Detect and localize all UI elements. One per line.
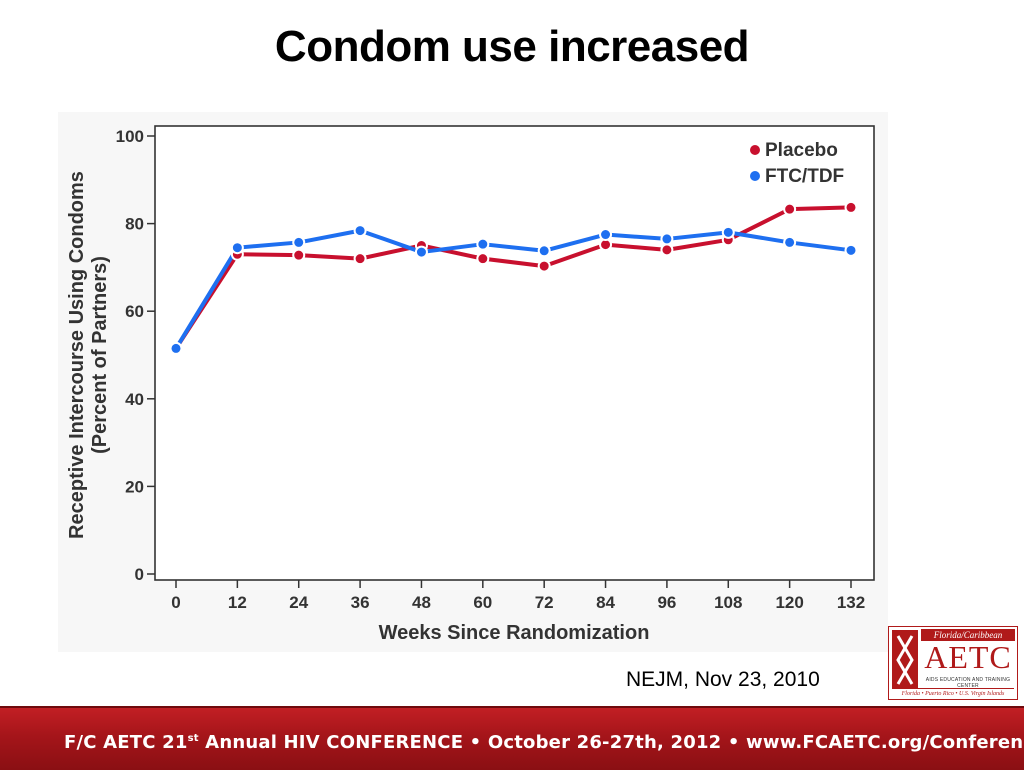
data-point-ftc-tdf xyxy=(537,244,551,258)
logo-name: AETC xyxy=(924,639,1012,675)
data-point-placebo xyxy=(353,252,367,266)
x-axis: 0 12 24 36 48 60 72 84 96 108 120 132 xyxy=(171,580,865,612)
data-point-ftc-tdf xyxy=(721,225,735,239)
y-tick-label: 100 xyxy=(116,127,144,146)
data-point-ftc-tdf xyxy=(353,224,367,238)
y-tick-label: 80 xyxy=(125,215,144,234)
data-point-ftc-tdf xyxy=(169,341,183,355)
data-point-placebo xyxy=(476,252,490,266)
data-point-placebo xyxy=(537,259,551,273)
citation: NEJM, Nov 23, 2010 xyxy=(626,668,820,691)
x-tick-label: 120 xyxy=(775,593,803,612)
x-tick-label: 0 xyxy=(171,593,180,612)
y-axis: 0 20 40 60 80 100 xyxy=(116,127,155,584)
x-tick-label: 132 xyxy=(837,593,865,612)
aetc-logo: Florida/Caribbean AETC AIDS EDUCATION AN… xyxy=(888,626,1018,700)
series-line-ftc-tdf xyxy=(174,228,852,350)
y-tick-label: 60 xyxy=(125,302,144,321)
data-point-placebo xyxy=(844,200,858,214)
logo-places: Florida • Puerto Rico • U.S. Virgin Isla… xyxy=(892,688,1014,699)
x-tick-label: 48 xyxy=(412,593,431,612)
x-tick-label: 12 xyxy=(228,593,247,612)
legend-marker-placebo xyxy=(750,145,760,155)
data-point-ftc-tdf xyxy=(476,237,490,251)
y-tick-label: 20 xyxy=(125,477,144,496)
x-tick-label: 24 xyxy=(289,593,308,612)
x-tick-label: 60 xyxy=(473,593,492,612)
logo-subtitle: AIDS EDUCATION AND TRAINING CENTER xyxy=(925,677,1011,689)
data-point-ftc-tdf xyxy=(783,235,797,249)
data-point-placebo xyxy=(783,202,797,216)
footer-banner: F/C AETC 21st Annual HIV CONFERENCE • Oc… xyxy=(0,706,1024,770)
data-point-ftc-tdf xyxy=(599,228,613,242)
legend-label-placebo: Placebo xyxy=(765,140,838,161)
footer-text: F/C AETC 21st Annual HIV CONFERENCE • Oc… xyxy=(64,732,1024,753)
data-point-placebo xyxy=(292,248,306,262)
legend-label-ftc-tdf: FTC/TDF xyxy=(765,166,844,187)
legend: Placebo FTC/TDF xyxy=(750,140,844,187)
aetc-emblem-icon xyxy=(892,630,918,688)
y-tick-label: 40 xyxy=(125,390,144,409)
legend-marker-ftc-tdf xyxy=(750,171,760,181)
y-tick-label: 0 xyxy=(135,565,144,584)
footer-text-part1: F/C AETC 21 xyxy=(64,732,188,753)
x-tick-label: 36 xyxy=(351,593,370,612)
data-point-ftc-tdf xyxy=(844,243,858,257)
y-axis-label-units: (Percent of Partners) xyxy=(89,256,111,454)
y-axis-label: Receptive Intercourse Using Condoms xyxy=(66,171,88,539)
footer-text-sup: st xyxy=(187,733,199,744)
x-tick-label: 108 xyxy=(714,593,742,612)
data-point-ftc-tdf xyxy=(660,232,674,246)
x-tick-label: 96 xyxy=(657,593,676,612)
logo-region: Florida/Caribbean xyxy=(921,629,1015,641)
data-point-placebo xyxy=(660,243,674,257)
x-axis-label: Weeks Since Randomization xyxy=(379,622,650,644)
plot-area xyxy=(154,125,875,581)
data-point-ftc-tdf xyxy=(414,245,428,259)
series-layer xyxy=(169,200,858,355)
data-point-ftc-tdf xyxy=(230,241,244,255)
x-tick-label: 72 xyxy=(535,593,554,612)
data-point-ftc-tdf xyxy=(292,235,306,249)
footer-text-part2: Annual HIV CONFERENCE • October 26-27th,… xyxy=(198,732,1024,753)
x-tick-label: 84 xyxy=(596,593,615,612)
slide-title: Condom use increased xyxy=(274,22,750,71)
